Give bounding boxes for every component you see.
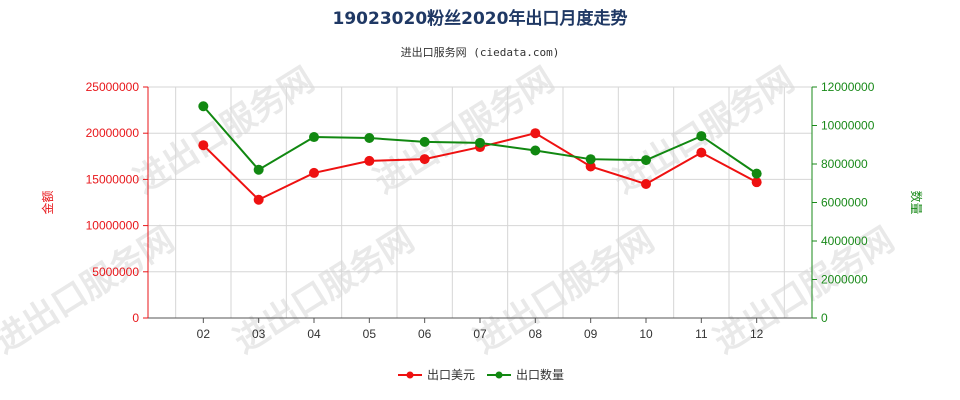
legend-dot-marker (495, 371, 503, 379)
chart-title: 19023020粉丝2020年出口月度走势 (333, 8, 628, 29)
data-point[interactable] (198, 140, 209, 151)
x-tick-label: 04 (307, 327, 321, 341)
data-point[interactable] (530, 145, 541, 156)
data-point[interactable] (585, 154, 596, 165)
data-point[interactable] (309, 132, 319, 143)
data-point[interactable] (751, 168, 762, 179)
y-left-tick-label: 0 (132, 311, 139, 325)
data-point[interactable] (530, 128, 541, 139)
x-tick-label: 03 (252, 327, 266, 341)
y-right-tick-label: 4000000 (821, 234, 868, 248)
y-right-tick-label: 0 (821, 311, 828, 325)
x-tick-label: 02 (197, 327, 211, 341)
data-point[interactable] (475, 137, 485, 148)
x-tick-label: 08 (529, 327, 543, 341)
legend-label: 出口美元 (427, 368, 475, 382)
x-tick-label: 05 (363, 327, 377, 341)
data-point[interactable] (641, 179, 651, 190)
legend-dot-marker (406, 371, 414, 379)
data-point[interactable] (253, 194, 264, 205)
series-right (198, 101, 762, 179)
watermark-text: 进出口服务网 (467, 220, 661, 362)
y-axis-right-label: 数量 (909, 190, 924, 214)
y-right-tick-label: 10000000 (821, 119, 875, 133)
data-point[interactable] (641, 155, 651, 166)
data-point[interactable] (309, 167, 319, 178)
x-tick-label: 07 (473, 327, 487, 341)
legend[interactable]: 出口美元 出口数量 (398, 367, 564, 382)
data-point[interactable] (696, 131, 707, 142)
y-left-tick-label: 15000000 (86, 172, 140, 186)
y-left-tick-label: 25000000 (86, 80, 140, 94)
y-left-tick-label: 20000000 (86, 126, 140, 140)
data-point[interactable] (585, 161, 596, 172)
y-left-tick-label: 10000000 (86, 219, 140, 233)
x-tick-label: 06 (418, 327, 432, 341)
chart-subtitle: 进出口服务网 (ciedata.com) (401, 45, 560, 59)
x-tick-label: 11 (695, 327, 708, 341)
y-right-tick-label: 2000000 (821, 273, 868, 287)
legend-label: 出口数量 (516, 367, 564, 382)
data-point[interactable] (419, 136, 430, 147)
y-right-tick-label: 6000000 (821, 196, 868, 210)
x-tick-label: 12 (750, 327, 764, 341)
data-point[interactable] (419, 154, 430, 165)
axes: 0500000010000000150000002000000025000000… (86, 80, 875, 341)
y-right-tick-label: 8000000 (821, 157, 868, 171)
legend-item[interactable]: 出口数量 (487, 367, 564, 382)
data-point[interactable] (696, 147, 707, 158)
y-left-tick-label: 5000000 (92, 265, 139, 279)
data-point[interactable] (364, 133, 375, 144)
watermark-text: 进出口服务网 (0, 220, 181, 362)
y-axis-left-label: 金额 (40, 190, 55, 214)
series-layer (198, 101, 762, 205)
x-tick-label: 09 (584, 327, 598, 341)
y-right-tick-label: 12000000 (821, 80, 875, 94)
x-tick-label: 10 (639, 327, 653, 341)
data-point[interactable] (364, 155, 375, 166)
data-point[interactable] (751, 177, 762, 188)
legend-item[interactable]: 出口美元 (398, 368, 475, 382)
data-point[interactable] (253, 164, 264, 175)
watermark-text: 进出口服务网 (707, 220, 901, 362)
data-point[interactable] (198, 101, 209, 112)
